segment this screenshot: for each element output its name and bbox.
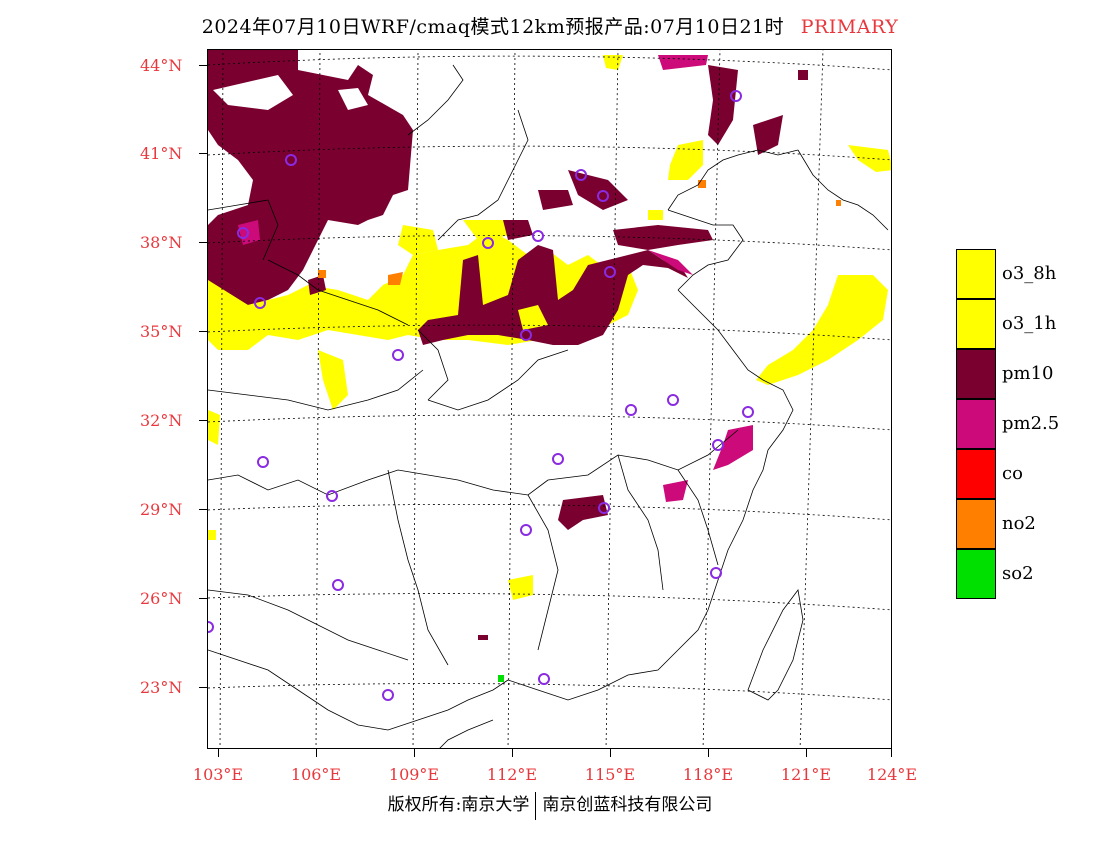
legend-item-pm25: pm2.5 <box>956 399 1096 449</box>
legend-item-pm10: pm10 <box>956 349 1096 399</box>
legend-label: pm2.5 <box>1002 413 1060 434</box>
pm10-area-northwest <box>208 50 413 305</box>
map-canvas <box>208 50 891 748</box>
lon-tick <box>708 749 709 757</box>
o3-area-east-sea <box>756 275 888 385</box>
lon-tick <box>512 749 513 757</box>
footer-left: 版权所有:南京大学 <box>387 795 530 815</box>
lat-tick <box>199 420 207 421</box>
legend-label: pm10 <box>1002 363 1054 384</box>
legend-label: so2 <box>1002 563 1034 584</box>
lon-label-103: 103°E <box>192 765 244 784</box>
title-text: 2024年07月10日WRF/cmaq模式12km预报产品:07月10日21时 <box>201 16 785 38</box>
lon-tick <box>891 749 892 757</box>
lat-label-38: 38°N <box>140 233 183 252</box>
lon-label-115: 115°E <box>584 765 636 784</box>
copyright-footer: 版权所有:南京大学 南京创蓝科技有限公司 <box>0 790 1100 820</box>
lon-tick <box>218 749 219 757</box>
lat-label-44: 44°N <box>140 56 183 75</box>
legend-item-o3-1h: o3_1h <box>956 299 1096 349</box>
lat-tick <box>199 65 207 66</box>
lat-label-23: 23°N <box>140 678 183 697</box>
title-tag: PRIMARY <box>800 16 899 38</box>
lon-label-118: 118°E <box>682 765 734 784</box>
map-title: 2024年07月10日WRF/cmaq模式12km预报产品:07月10日21时 … <box>0 12 1100 39</box>
legend-swatch <box>956 299 996 349</box>
lon-tick <box>806 749 807 757</box>
lon-tick <box>316 749 317 757</box>
legend-swatch <box>956 449 996 499</box>
lon-label-106: 106°E <box>290 765 342 784</box>
legend-item-no2: no2 <box>956 499 1096 549</box>
lat-tick <box>199 242 207 243</box>
lat-tick <box>199 509 207 510</box>
lon-label-109: 109°E <box>388 765 440 784</box>
lat-tick <box>199 331 207 332</box>
lat-label-35: 35°N <box>140 322 183 341</box>
map-panel <box>207 49 892 749</box>
lat-label-29: 29°N <box>140 500 183 519</box>
footer-divider <box>535 791 537 820</box>
legend-swatch <box>956 249 996 299</box>
lat-label-32: 32°N <box>140 411 183 430</box>
legend-item-co: co <box>956 449 1096 499</box>
footer-right: 南京创蓝科技有限公司 <box>542 795 713 815</box>
lat-tick <box>199 153 207 154</box>
legend-swatch <box>956 549 996 599</box>
pm10-area-central <box>418 245 688 345</box>
lat-label-41: 41°N <box>140 144 183 163</box>
legend-label: no2 <box>1002 513 1036 534</box>
lon-tick <box>610 749 611 757</box>
legend-swatch <box>956 399 996 449</box>
lat-tick <box>199 687 207 688</box>
legend-label: o3_1h <box>1002 313 1057 334</box>
legend-swatch <box>956 499 996 549</box>
lon-label-121: 121°E <box>780 765 832 784</box>
legend: o3_8h o3_1h pm10 pm2.5 co no2 so2 <box>956 249 1096 599</box>
legend-item-so2: so2 <box>956 549 1096 599</box>
legend-label: o3_8h <box>1002 263 1057 284</box>
lat-tick <box>199 598 207 599</box>
monitoring-stations <box>208 90 754 701</box>
o3-area-northeast <box>668 140 703 180</box>
lon-label-124: 124°E <box>866 765 918 784</box>
lon-tick <box>414 749 415 757</box>
lon-label-112: 112°E <box>486 765 538 784</box>
legend-swatch <box>956 349 996 399</box>
legend-label: co <box>1002 463 1023 484</box>
legend-item-o3-8h: o3_8h <box>956 249 1096 299</box>
lat-label-26: 26°N <box>140 589 183 608</box>
